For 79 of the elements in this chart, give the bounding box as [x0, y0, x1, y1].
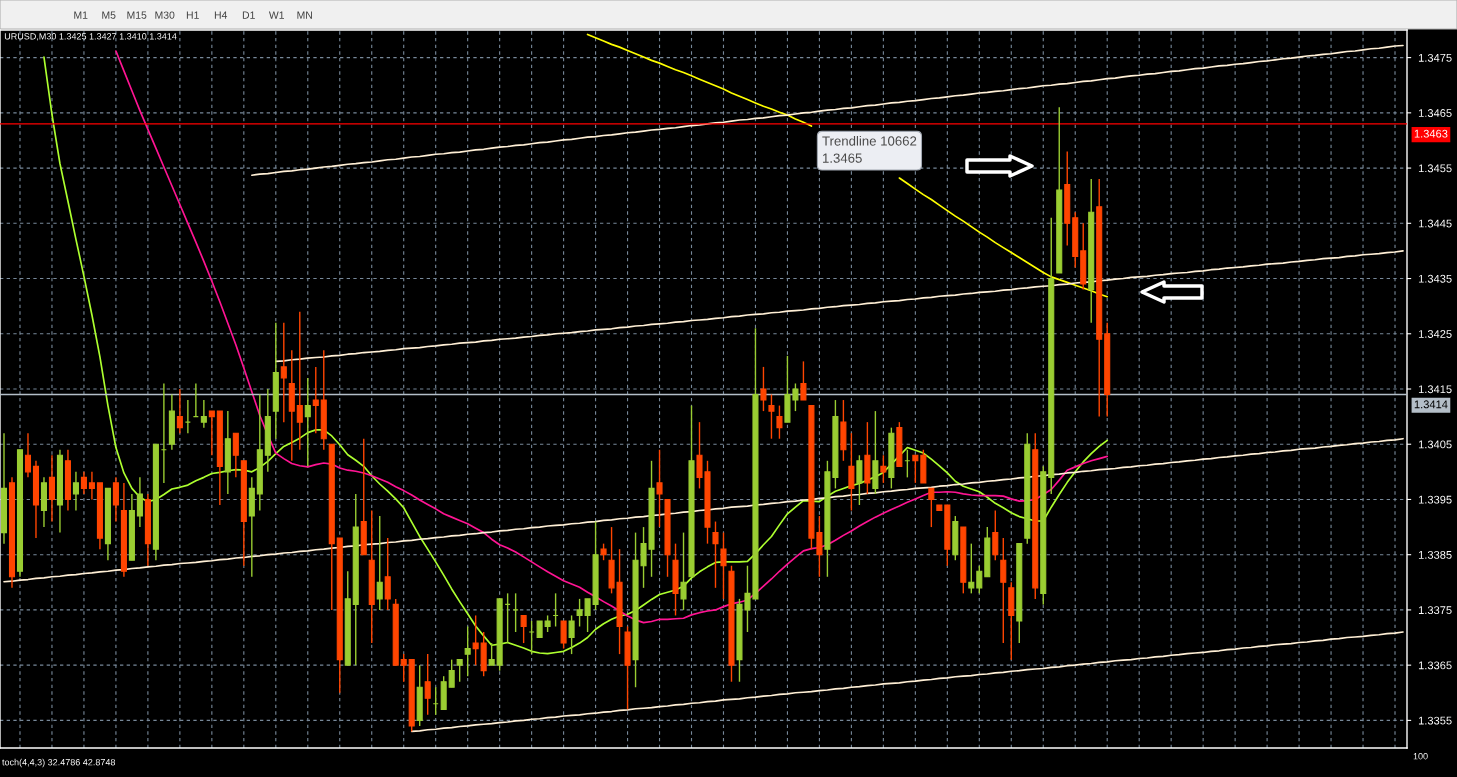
y-tick-label: 1.3365 — [1418, 661, 1452, 670]
candlestick — [680, 531, 687, 611]
candlestick — [24, 432, 32, 479]
text: MN — [297, 11, 312, 19]
candlestick — [528, 620, 535, 655]
candlestick — [560, 620, 567, 650]
line-series — [3, 437, 1404, 583]
y-tick-label: 1.3405 — [1418, 440, 1452, 449]
candlestick — [472, 614, 479, 666]
text: M30 — [155, 11, 175, 19]
candlestick — [304, 377, 311, 468]
candlestick — [464, 625, 471, 677]
candlestick — [296, 310, 303, 451]
text: W1 — [268, 11, 284, 19]
candlestick — [776, 404, 783, 440]
candlestick — [712, 520, 719, 589]
candlestick — [568, 614, 575, 655]
ref-line-label: 1.3414 — [1414, 400, 1448, 409]
candlestick — [976, 565, 983, 595]
candlestick — [720, 531, 727, 600]
candlestick — [80, 471, 87, 495]
candlestick — [448, 658, 455, 688]
ref-line-label: 1.3463 — [1414, 129, 1448, 138]
text: 100 — [1413, 753, 1428, 760]
line-series — [410, 631, 1404, 733]
candlestick — [184, 399, 191, 434]
candlestick — [656, 449, 663, 528]
candlestick — [280, 322, 287, 423]
y-tick-label: 1.3375 — [1418, 606, 1452, 615]
candlestick — [112, 476, 119, 523]
candlestick — [760, 366, 767, 412]
text: toch(4,4,3) 32.4786 42.8748 — [2, 758, 116, 768]
text: H4 — [214, 11, 228, 19]
candlestick — [136, 476, 143, 528]
candlestick — [800, 360, 807, 401]
text: M1 — [74, 11, 88, 19]
candlestick — [768, 393, 775, 440]
y-tick-label: 1.3395 — [1418, 495, 1452, 504]
text: H1 — [186, 11, 199, 19]
annotation: Trendline 10662 1.3465 — [822, 136, 917, 163]
y-tick-label: 1.3435 — [1418, 274, 1452, 283]
y-tick-label: 1.3465 — [1418, 109, 1452, 117]
line-series — [274, 250, 1404, 363]
candlestick — [176, 388, 183, 434]
candlestick — [424, 653, 431, 716]
y-tick-label: 1.3415 — [1418, 385, 1452, 394]
candlestick — [1000, 537, 1007, 644]
line-series — [250, 44, 1404, 177]
candlestick — [312, 366, 319, 434]
y-tick-label: 1.3425 — [1418, 330, 1452, 338]
candlestick — [968, 542, 975, 595]
y-tick-label: 1.3355 — [1418, 716, 1452, 725]
text: D1 — [242, 11, 255, 19]
y-tick-label: 1.3385 — [1418, 550, 1452, 559]
candlestick — [880, 454, 887, 484]
y-tick-label: 1.3445 — [1418, 219, 1452, 228]
candlestick — [384, 537, 391, 611]
candlestick — [400, 653, 407, 683]
y-tick-label: 1.3475 — [1418, 53, 1452, 62]
candlestick — [512, 592, 519, 633]
candlestick — [912, 454, 919, 484]
candlestick — [928, 487, 935, 528]
text: M15 — [127, 11, 147, 19]
candlestick — [200, 399, 207, 429]
candlestick — [72, 471, 79, 512]
y-tick-label: 1.3455 — [1418, 164, 1452, 173]
candlestick — [992, 509, 999, 561]
candlestick — [848, 432, 855, 512]
candlestick — [456, 658, 463, 683]
text: M5 — [102, 11, 116, 19]
candlestick — [488, 642, 495, 666]
candlestick — [48, 454, 55, 523]
chart-title: URUSD,M30 1.3425 1.3427 1.3410 1.3414 — [4, 33, 177, 41]
candlestick — [232, 432, 239, 479]
candlestick — [520, 614, 527, 644]
candlestick — [208, 410, 215, 456]
candlestick — [856, 454, 863, 506]
candlestick — [376, 515, 383, 611]
candlestick — [88, 471, 95, 501]
